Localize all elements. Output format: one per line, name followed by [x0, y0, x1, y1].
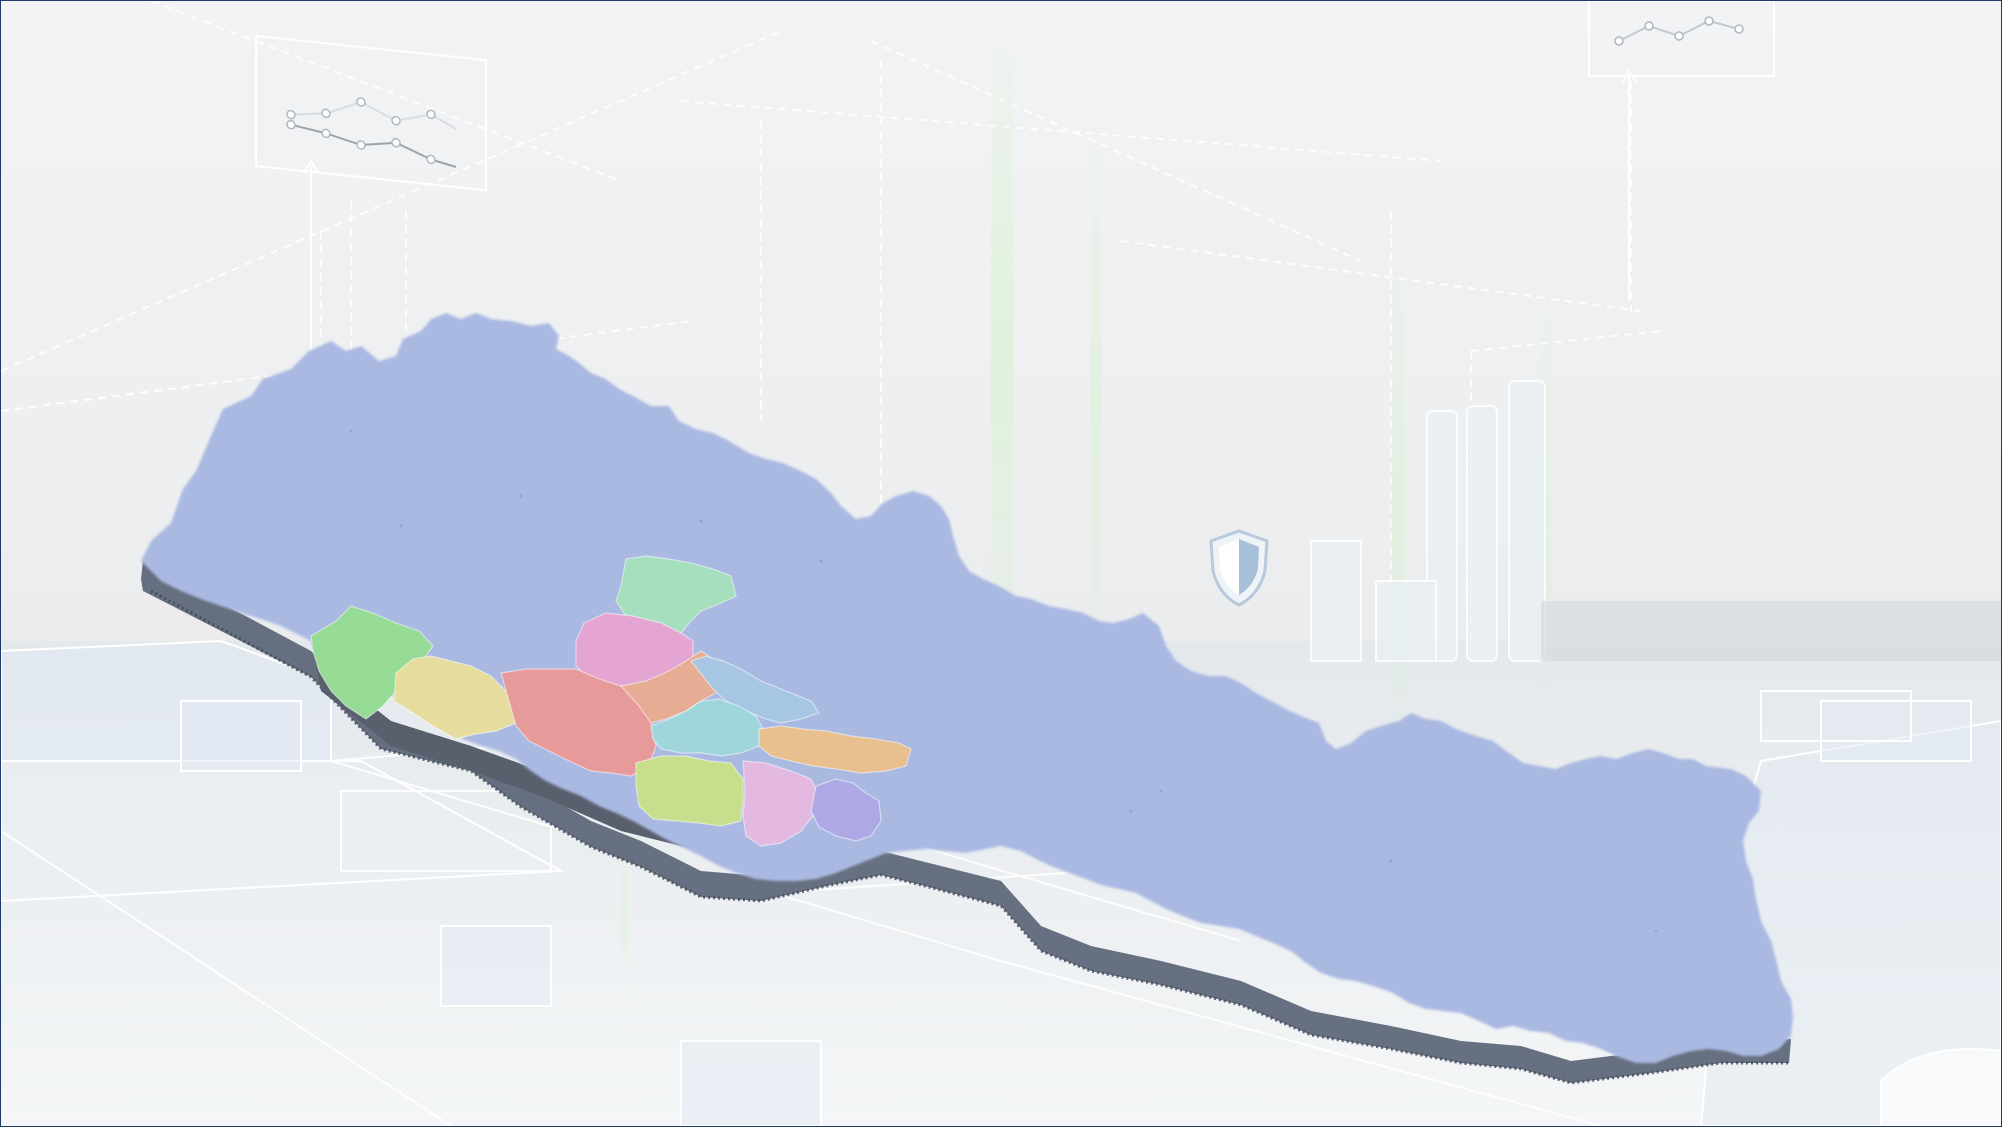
shield-icon: [1209, 529, 1269, 607]
highlighted-districts: [310, 555, 912, 847]
relief-speckles: [349, 429, 1658, 933]
district-region-1[interactable]: [615, 555, 737, 634]
arrow-lines: [303, 69, 1637, 356]
wireframe-machinery-left: [1, 639, 822, 1126]
country-base-region[interactable]: [141, 313, 1793, 1063]
district-region-11[interactable]: [742, 760, 820, 847]
district-region-9[interactable]: [758, 725, 912, 774]
distant-skyline: [1541, 601, 2001, 661]
chart-panel-right: [1588, 1, 1775, 77]
district-region-10[interactable]: [635, 755, 744, 827]
district-region-12[interactable]: [810, 778, 882, 842]
chart-panel-left: [255, 34, 487, 192]
chimney-towers: [1310, 380, 1546, 662]
